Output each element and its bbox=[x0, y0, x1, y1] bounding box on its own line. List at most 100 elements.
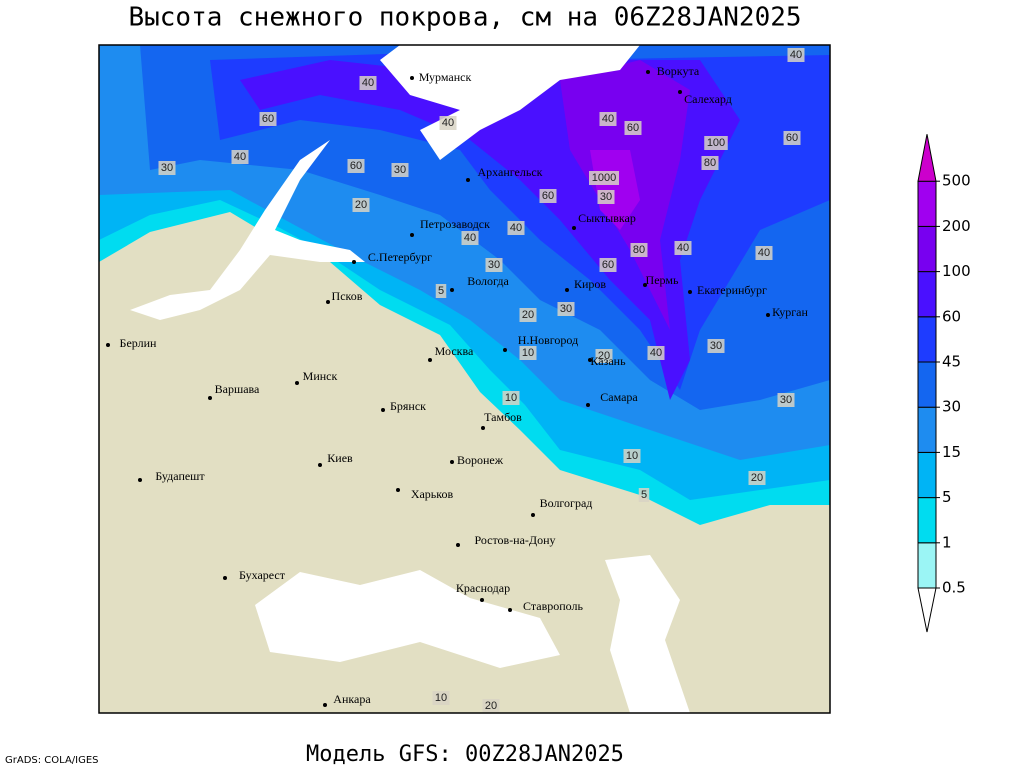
contour-label: 10 bbox=[626, 450, 638, 462]
contour-label: 20 bbox=[355, 199, 367, 211]
colorbar-label: 500 bbox=[942, 172, 971, 190]
contour-label: 60 bbox=[786, 132, 798, 144]
city-dot bbox=[481, 426, 485, 430]
colorbar-label: 100 bbox=[942, 262, 971, 280]
contour-label-box bbox=[783, 131, 801, 145]
colorbar-label: 1 bbox=[942, 533, 952, 551]
city-label: Тамбов bbox=[484, 410, 522, 424]
contour-label: 20 bbox=[522, 309, 534, 321]
city-dot bbox=[450, 288, 454, 292]
contour-label-box bbox=[359, 76, 377, 90]
city-dot bbox=[766, 313, 770, 317]
city-label: Мурманск bbox=[419, 70, 472, 84]
contour-label: 5 bbox=[438, 285, 444, 297]
contour-label-box bbox=[557, 302, 575, 316]
colorbar-box bbox=[917, 497, 937, 544]
contour-label-box bbox=[647, 346, 665, 360]
contour-label: 40 bbox=[234, 151, 246, 163]
contour-label-box bbox=[777, 393, 795, 407]
colorbar-end bbox=[917, 134, 937, 182]
contour-label-box bbox=[439, 116, 457, 130]
contour-label: 40 bbox=[758, 247, 770, 259]
colorbar-label: 15 bbox=[942, 443, 961, 461]
contour-label-box bbox=[391, 163, 409, 177]
city-label: Петрозаводск bbox=[420, 217, 490, 231]
contour-label-box bbox=[259, 112, 277, 126]
colorbar-label: 30 bbox=[942, 398, 961, 416]
city-dot bbox=[396, 488, 400, 492]
contour-label-box bbox=[539, 189, 557, 203]
contour-label-box bbox=[435, 284, 447, 298]
contour-label-box bbox=[748, 471, 766, 485]
contour-label: 30 bbox=[600, 191, 612, 203]
city-dot bbox=[318, 463, 322, 467]
contour-label: 80 bbox=[633, 244, 645, 256]
city-label: Пермь bbox=[646, 273, 679, 287]
contour-label-box bbox=[624, 121, 642, 135]
contour-label: 30 bbox=[710, 340, 722, 352]
contour-label-box bbox=[502, 391, 520, 405]
contour-label-box bbox=[755, 246, 773, 260]
city-dot bbox=[586, 403, 590, 407]
city-label: Киров bbox=[574, 277, 606, 291]
city-dot bbox=[508, 608, 512, 612]
city-dot bbox=[381, 408, 385, 412]
contour-label-box bbox=[231, 150, 249, 164]
city-label: Харьков bbox=[411, 487, 454, 501]
city-dot bbox=[208, 396, 212, 400]
contour-label-box bbox=[461, 231, 479, 245]
contour-label: 100 bbox=[707, 137, 725, 149]
city-dot bbox=[295, 381, 299, 385]
colorbar-box bbox=[917, 180, 937, 227]
city-label: Волгоград bbox=[540, 496, 593, 510]
contour-label: 20 bbox=[598, 350, 610, 362]
colorbar-box bbox=[917, 451, 937, 499]
contour-label-box bbox=[630, 243, 648, 257]
contour-label: 40 bbox=[464, 232, 476, 244]
city-label: Ставрополь bbox=[523, 599, 583, 613]
city-dot bbox=[456, 543, 460, 547]
contour-label-box bbox=[485, 258, 503, 272]
contour-label-box bbox=[623, 449, 641, 463]
contour-label: 40 bbox=[362, 77, 374, 89]
contour-label-box bbox=[519, 308, 537, 322]
city-dot bbox=[410, 233, 414, 237]
city-dot bbox=[352, 260, 356, 264]
title: Высота снежного покрова, см на 06Z28JAN2… bbox=[128, 3, 801, 33]
city-dot bbox=[466, 178, 470, 182]
credit: GrADS: COLA/IGES bbox=[5, 755, 99, 766]
city-dot bbox=[678, 90, 682, 94]
contour-label: 10 bbox=[522, 347, 534, 359]
colorbar-end bbox=[917, 587, 937, 633]
colorbar-box bbox=[917, 316, 937, 363]
city-label: Варшава bbox=[215, 382, 260, 396]
contour-label-box bbox=[704, 136, 728, 150]
contour-label: 30 bbox=[488, 259, 500, 271]
city-dot bbox=[503, 348, 507, 352]
city-label: Курган bbox=[772, 305, 808, 319]
city-dot bbox=[138, 478, 142, 482]
contour-label: 30 bbox=[161, 162, 173, 174]
city-label: Сыктывкар bbox=[578, 211, 636, 225]
contour-label-box bbox=[707, 339, 725, 353]
contour-label: 60 bbox=[262, 113, 274, 125]
contour-label: 10 bbox=[505, 392, 517, 404]
city-label: Псков bbox=[332, 289, 363, 303]
colorbar-box bbox=[917, 271, 937, 318]
city-label: Киев bbox=[327, 451, 353, 465]
colorbar-box bbox=[917, 542, 937, 589]
contour-label-box bbox=[507, 221, 525, 235]
contour-label: 80 bbox=[704, 157, 716, 169]
city-label: Москва bbox=[435, 344, 474, 358]
contour-label: 60 bbox=[542, 190, 554, 202]
city-dot bbox=[428, 358, 432, 362]
colorbar-label: 200 bbox=[942, 217, 971, 235]
sea bbox=[380, 45, 640, 160]
city-dot bbox=[572, 226, 576, 230]
contour-label: 10 bbox=[435, 692, 447, 704]
contour-label-box bbox=[352, 198, 370, 212]
colorbar-label: 60 bbox=[942, 307, 961, 325]
contour-label: 1000 bbox=[592, 172, 616, 184]
contour-label: 40 bbox=[602, 113, 614, 125]
